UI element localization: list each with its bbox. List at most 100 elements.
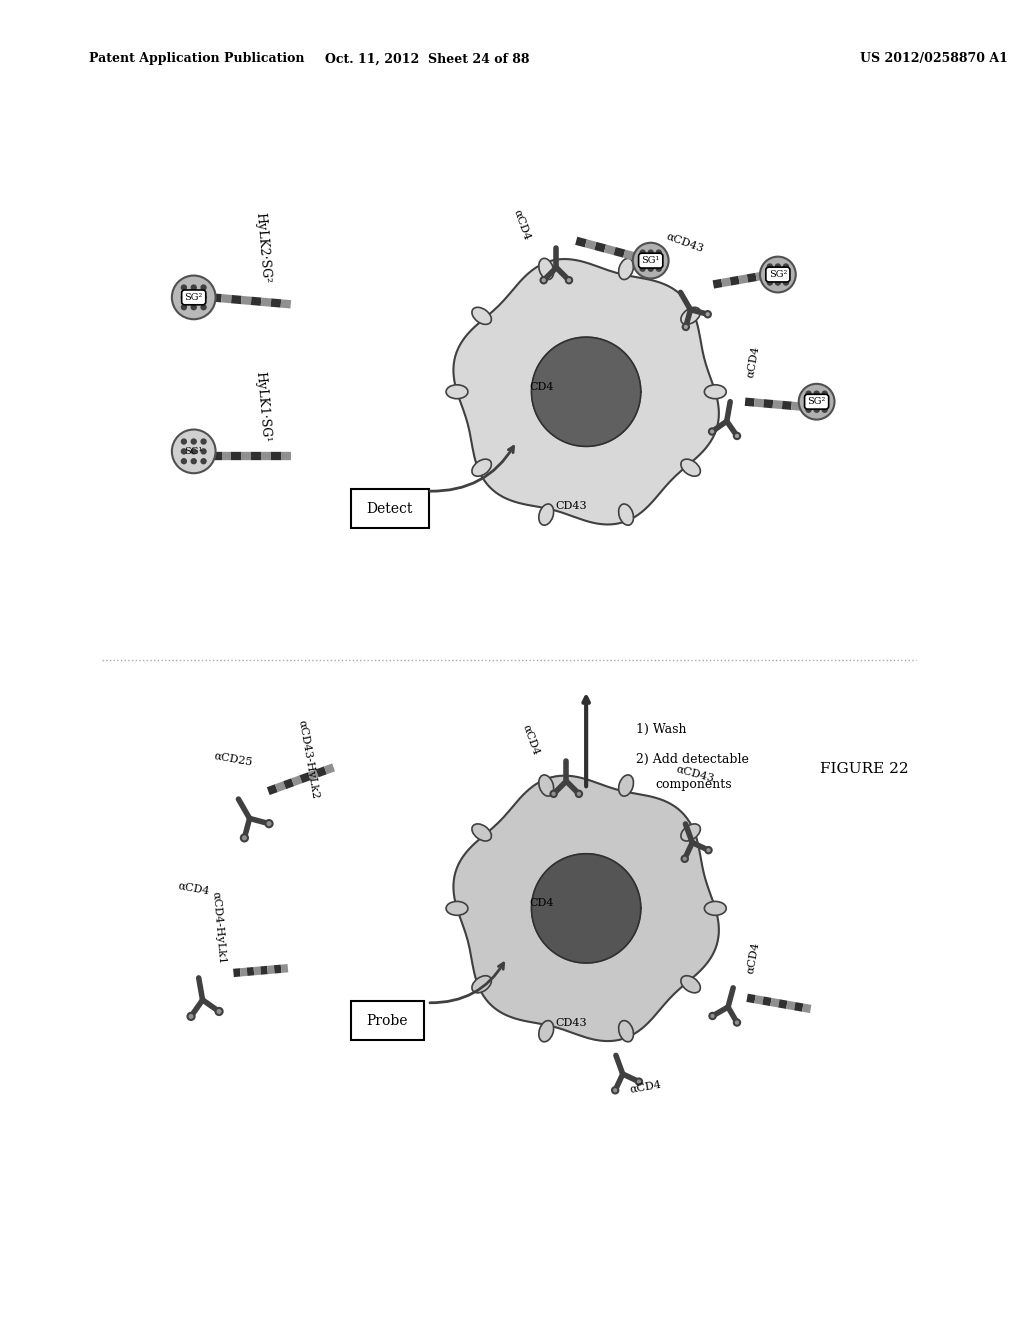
Ellipse shape [681,308,700,325]
Circle shape [705,312,711,317]
Text: Probe: Probe [367,1014,409,1028]
Circle shape [241,834,248,841]
Text: US 2012/0258870 A1: US 2012/0258870 A1 [860,53,1008,66]
Text: HyLK1·SG¹: HyLK1·SG¹ [254,371,272,442]
Circle shape [265,820,272,828]
Text: 2) Add detectable: 2) Add detectable [636,752,749,766]
Circle shape [734,1019,740,1026]
Circle shape [201,440,206,444]
Circle shape [767,272,772,277]
Circle shape [612,1088,618,1093]
FancyBboxPatch shape [350,490,429,528]
Ellipse shape [539,775,554,796]
Circle shape [710,1012,716,1019]
Circle shape [191,449,197,454]
Circle shape [640,267,645,271]
Ellipse shape [539,259,554,280]
Circle shape [191,459,197,463]
Text: SG¹: SG¹ [641,256,659,265]
Polygon shape [531,854,641,964]
Circle shape [191,285,197,290]
Text: CD4: CD4 [529,381,554,392]
Polygon shape [454,776,719,1041]
Text: αCD4: αCD4 [521,723,542,756]
Text: 1) Wash: 1) Wash [636,723,686,737]
Text: SG²: SG² [808,397,825,407]
Text: αCD43: αCD43 [666,231,706,255]
Circle shape [814,399,819,404]
Circle shape [551,791,557,797]
Text: αCD4: αCD4 [511,209,531,242]
Ellipse shape [618,775,634,796]
Circle shape [822,399,827,404]
Circle shape [172,429,216,474]
Circle shape [806,391,811,396]
Ellipse shape [446,902,468,915]
Circle shape [806,399,811,404]
Circle shape [181,449,186,454]
Circle shape [648,267,653,271]
Text: SG²: SG² [184,293,203,302]
Circle shape [181,285,186,290]
Text: αCD4: αCD4 [629,1080,663,1094]
Circle shape [566,277,572,284]
Text: αCD25: αCD25 [213,751,254,768]
Circle shape [181,294,186,300]
Circle shape [799,384,835,420]
Ellipse shape [681,975,700,993]
Circle shape [814,408,819,412]
Circle shape [734,433,740,440]
Circle shape [775,280,780,285]
Ellipse shape [681,824,700,841]
Text: αCD4: αCD4 [745,346,761,379]
Ellipse shape [472,975,492,993]
Circle shape [760,256,796,293]
Text: SG¹: SG¹ [184,447,203,455]
Circle shape [201,449,206,454]
Ellipse shape [472,824,492,841]
Text: CD43: CD43 [555,502,587,511]
Circle shape [201,294,206,300]
Circle shape [201,459,206,463]
Polygon shape [454,259,719,524]
Ellipse shape [472,459,492,477]
Text: αCD4-HyLk1: αCD4-HyLk1 [210,891,226,965]
Circle shape [191,294,197,300]
Circle shape [767,264,772,269]
Circle shape [706,847,712,853]
FancyBboxPatch shape [350,1001,424,1040]
Text: αCD4: αCD4 [177,880,210,896]
Text: Oct. 11, 2012  Sheet 24 of 88: Oct. 11, 2012 Sheet 24 of 88 [325,53,529,66]
Circle shape [775,264,780,269]
Text: αCD43-HyLk2: αCD43-HyLk2 [296,719,319,800]
Circle shape [201,285,206,290]
Circle shape [187,1012,195,1020]
Ellipse shape [705,385,726,399]
Circle shape [636,1078,642,1085]
Ellipse shape [618,504,634,525]
Ellipse shape [472,308,492,325]
Text: Detect: Detect [367,502,413,516]
Circle shape [656,249,662,255]
Text: CD4: CD4 [529,899,554,908]
Circle shape [656,267,662,271]
Circle shape [191,305,197,310]
Ellipse shape [618,259,634,280]
Circle shape [822,391,827,396]
Text: αCD43: αCD43 [675,764,716,784]
Text: HyLK2·SG²: HyLK2·SG² [254,211,272,284]
Circle shape [181,440,186,444]
Circle shape [633,243,669,279]
Text: CD43: CD43 [555,1018,587,1027]
Ellipse shape [705,902,726,915]
Ellipse shape [539,504,554,525]
Ellipse shape [446,385,468,399]
Circle shape [541,277,547,284]
Circle shape [775,272,780,277]
Circle shape [822,408,827,412]
Circle shape [767,280,772,285]
Circle shape [575,791,582,797]
Circle shape [172,276,216,319]
Text: FIGURE 22: FIGURE 22 [820,762,908,776]
Circle shape [783,264,788,269]
